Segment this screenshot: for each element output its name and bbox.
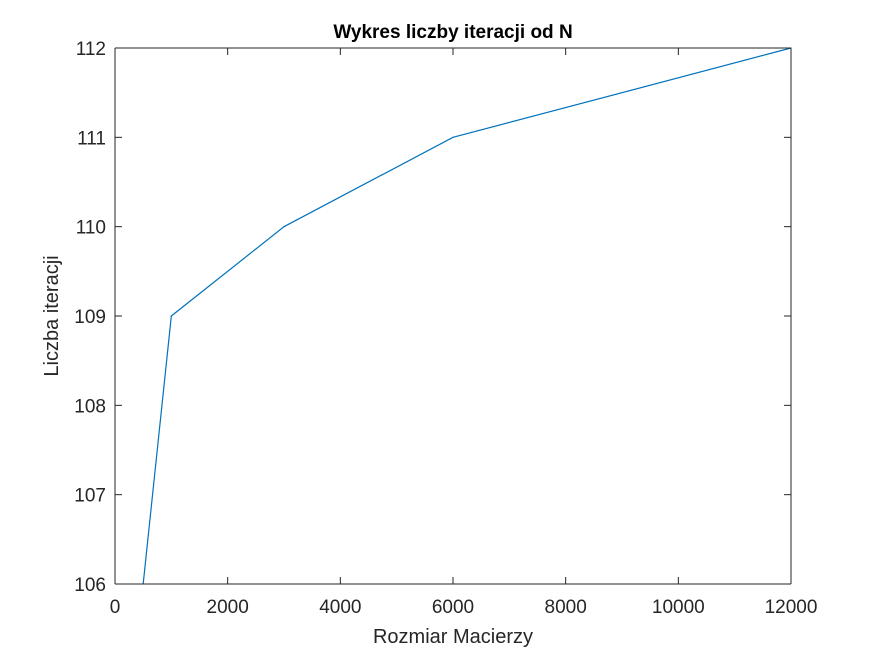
y-axis-label: Liczba iteracji [41,255,63,376]
data-point [452,136,454,138]
data-point [283,226,285,228]
x-axis-label: Rozmiar Macierzy [373,626,533,648]
x-tick-label: 2000 [207,597,249,618]
data-point [170,315,172,317]
x-ticks: 0 2000 4000 6000 8000 10000 12000 [110,48,818,618]
y-tick-label: 107 [74,486,106,507]
y-tick-label: 109 [74,307,106,328]
plot-area [115,48,791,584]
x-tick-label: 8000 [545,597,587,618]
x-tick-label: 6000 [432,597,474,618]
x-tick-label: 0 [110,597,121,618]
chart-title: Wykres liczby iteracji od N [333,22,572,43]
y-tick-label: 110 [76,218,106,239]
y-tick-label: 111 [77,128,106,149]
y-tick-label: 106 [74,575,106,596]
x-tick-label: 10000 [652,597,705,618]
y-ticks: 106 107 108 109 110 111 112 [74,39,791,596]
y-tick-label: 112 [76,39,106,60]
y-tick-label: 108 [74,396,106,417]
x-tick-label: 12000 [765,597,818,618]
x-tick-label: 4000 [319,597,361,618]
